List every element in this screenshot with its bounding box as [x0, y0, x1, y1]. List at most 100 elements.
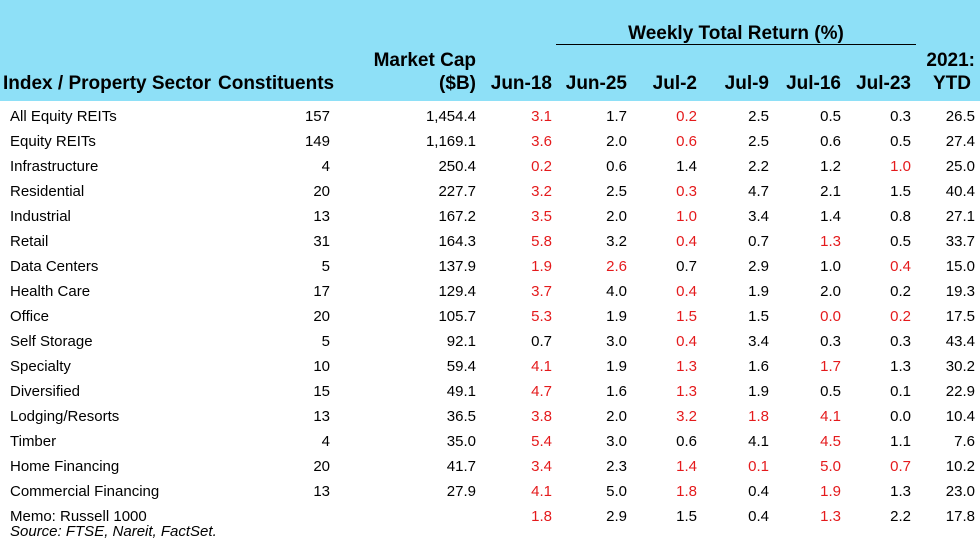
table-row: Infrastructure 4 250.4 0.2 0.6 1.4 2.2 1.2 1.0 25… — [0, 154, 980, 179]
col-header-sector: Index / Property Sector — [3, 73, 212, 94]
col-header-jul9: Jul-9 — [724, 73, 769, 94]
row-return-jun25: 2.6 — [606, 258, 627, 275]
row-sector-name: Diversified — [10, 383, 81, 400]
row-return-jul2: 0.7 — [676, 258, 697, 275]
row-return-jul16: 0.3 — [820, 333, 841, 350]
row-sector-name: Specialty — [10, 358, 71, 375]
row-return-jun25: 3.0 — [606, 333, 627, 350]
row-return-jun18: 5.8 — [531, 233, 552, 250]
row-return-jul2: 1.3 — [676, 358, 697, 375]
row-market-cap: 164.3 — [438, 233, 476, 250]
row-return-jul9: 2.2 — [748, 158, 769, 175]
row-sector-name: Timber — [10, 433, 57, 450]
row-return-jul9: 4.7 — [748, 183, 769, 200]
row-return-jun25: 2.9 — [606, 508, 627, 525]
row-return-jun25: 1.6 — [606, 383, 627, 400]
row-return-ytd: 43.4 — [945, 333, 975, 350]
row-return-jun18: 3.6 — [531, 133, 552, 150]
row-return-jun18: 3.4 — [531, 458, 552, 475]
row-return-ytd: 7.6 — [954, 433, 975, 450]
table-header: Weekly Total Return (%) Index / Property… — [0, 0, 980, 101]
row-return-jul16: 4.1 — [820, 408, 841, 425]
row-return-jul23: 0.1 — [890, 383, 911, 400]
row-return-jul9: 0.7 — [748, 233, 769, 250]
row-return-ytd: 26.5 — [945, 108, 975, 125]
row-return-jul23: 1.0 — [890, 158, 911, 175]
row-return-jul23: 0.3 — [890, 333, 911, 350]
row-return-jul2: 1.4 — [676, 458, 697, 475]
row-return-jul2: 0.4 — [676, 333, 697, 350]
row-return-ytd: 22.9 — [945, 383, 975, 400]
row-return-jul9: 0.1 — [748, 458, 769, 475]
row-return-jun25: 3.0 — [606, 433, 627, 450]
row-constituents: 31 — [313, 233, 330, 250]
row-return-jul16: 1.0 — [820, 258, 841, 275]
row-constituents: 5 — [321, 333, 330, 350]
row-return-jul9: 3.4 — [748, 333, 769, 350]
row-market-cap: 137.9 — [438, 258, 476, 275]
row-return-jul9: 1.9 — [748, 383, 769, 400]
row-market-cap: 1,454.4 — [425, 108, 476, 125]
row-sector-name: Health Care — [10, 283, 91, 300]
table-row: Timber 4 35.0 5.4 3.0 0.6 4.1 4.5 1.1 7.6 — [0, 429, 980, 454]
row-return-jun18: 1.8 — [531, 508, 552, 525]
row-return-jul23: 1.5 — [890, 183, 911, 200]
table-row: All Equity REITs 157 1,454.4 3.1 1.7 0.2 2.5 0.… — [0, 104, 980, 129]
row-return-ytd: 27.1 — [945, 208, 975, 225]
row-return-jun18: 3.7 — [531, 283, 552, 300]
table-row: Self Storage 5 92.1 0.7 3.0 0.4 3.4 0.3 0.3 43.4 — [0, 329, 980, 354]
row-return-jul9: 4.1 — [748, 433, 769, 450]
row-return-jul16: 1.4 — [820, 208, 841, 225]
table-row: Residential 20 227.7 3.2 2.5 0.3 4.7 2.1 1.5 40.4 — [0, 179, 980, 204]
row-return-jul16: 5.0 — [820, 458, 841, 475]
row-sector-name: Commercial Financing — [10, 483, 160, 500]
row-sector-name: All Equity REITs — [10, 108, 117, 125]
row-sector-name: Office — [10, 308, 49, 325]
row-return-jun25: 1.9 — [606, 358, 627, 375]
row-return-jul9: 0.4 — [748, 483, 769, 500]
row-return-jul16: 4.5 — [820, 433, 841, 450]
row-return-ytd: 10.2 — [945, 458, 975, 475]
row-return-jun25: 2.3 — [606, 458, 627, 475]
row-return-ytd: 15.0 — [945, 258, 975, 275]
row-return-jun18: 3.5 — [531, 208, 552, 225]
row-return-jul9: 1.9 — [748, 283, 769, 300]
row-return-jul2: 1.3 — [676, 383, 697, 400]
row-return-ytd: 17.5 — [945, 308, 975, 325]
source-note: Source: FTSE, Nareit, FactSet. — [10, 523, 217, 540]
row-constituents: 4 — [321, 433, 330, 450]
col-header-jul2: Jul-2 — [652, 73, 697, 94]
row-market-cap: 49.1 — [446, 383, 476, 400]
row-sector-name: Equity REITs — [10, 133, 96, 150]
row-sector-name: Lodging/Resorts — [10, 408, 120, 425]
row-return-jul23: 0.4 — [890, 258, 911, 275]
table-row: Specialty 10 59.4 4.1 1.9 1.3 1.6 1.7 1.3 30.2 — [0, 354, 980, 379]
col-header-jun25: Jun-25 — [565, 73, 627, 94]
row-market-cap: 129.4 — [438, 283, 476, 300]
row-return-jul23: 1.1 — [890, 433, 911, 450]
row-constituents: 4 — [321, 158, 330, 175]
row-market-cap: 250.4 — [438, 158, 476, 175]
row-sector-name: Infrastructure — [10, 158, 99, 175]
row-return-ytd: 19.3 — [945, 283, 975, 300]
row-return-ytd: 33.7 — [945, 233, 975, 250]
row-return-ytd: 27.4 — [945, 133, 975, 150]
row-return-jul2: 0.3 — [676, 183, 697, 200]
row-return-jul23: 2.2 — [890, 508, 911, 525]
row-constituents: 13 — [313, 208, 330, 225]
row-return-jul16: 0.5 — [820, 383, 841, 400]
row-return-jul9: 2.5 — [748, 108, 769, 125]
col-header-mcap-line1: Market Cap — [373, 50, 476, 71]
row-market-cap: 227.7 — [438, 183, 476, 200]
row-constituents: 5 — [321, 258, 330, 275]
row-return-jun18: 1.9 — [531, 258, 552, 275]
col-header-constituents: Constituents — [218, 73, 335, 94]
row-return-jun18: 5.3 — [531, 308, 552, 325]
group-underline — [556, 44, 916, 45]
row-market-cap: 105.7 — [438, 308, 476, 325]
row-return-jun18: 3.2 — [531, 183, 552, 200]
row-return-jul23: 0.8 — [890, 208, 911, 225]
col-header-ytd-line1: 2021: — [926, 50, 975, 71]
row-return-jun25: 3.2 — [606, 233, 627, 250]
table-row: Equity REITs 149 1,169.1 3.6 2.0 0.6 2.5 0.6 0.5… — [0, 129, 980, 154]
